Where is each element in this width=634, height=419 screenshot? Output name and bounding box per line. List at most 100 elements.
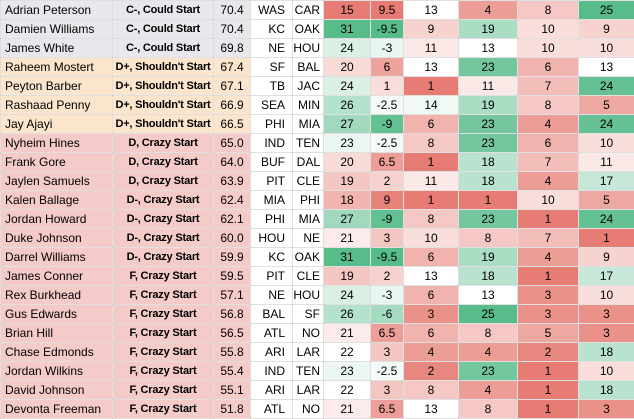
grade-cell[interactable]: F, Crazy Start [113, 381, 214, 400]
stat-cell[interactable]: 19 [324, 267, 371, 286]
stat-cell[interactable]: 25 [459, 305, 518, 324]
stat-cell[interactable]: 22 [324, 381, 371, 400]
player-name-cell[interactable]: Nyheim Hines [1, 134, 113, 153]
grade-cell[interactable]: F, Crazy Start [113, 400, 214, 419]
stat-cell[interactable]: 18 [324, 191, 371, 210]
player-name-cell[interactable]: Frank Gore [1, 153, 113, 172]
stat-cell[interactable]: 6.5 [371, 153, 404, 172]
team-cell[interactable]: HOU [251, 229, 293, 248]
grade-cell[interactable]: F, Crazy Start [113, 305, 214, 324]
opponent-cell[interactable]: HOU [293, 39, 324, 58]
team-cell[interactable]: NE [251, 286, 293, 305]
team-cell[interactable]: ATL [251, 324, 293, 343]
team-cell[interactable]: PIT [251, 172, 293, 191]
score-cell[interactable]: 62.4 [214, 191, 251, 210]
score-cell[interactable]: 66.9 [214, 96, 251, 115]
opponent-cell[interactable]: SF [293, 305, 324, 324]
stat-cell[interactable]: 2 [371, 267, 404, 286]
team-cell[interactable]: KC [251, 248, 293, 267]
grade-cell[interactable]: D-, Crazy Start [113, 191, 214, 210]
team-cell[interactable]: ATL [251, 400, 293, 419]
stat-cell[interactable]: 31 [324, 20, 371, 39]
stat-cell[interactable]: -3 [371, 39, 404, 58]
stat-cell[interactable]: 24 [324, 39, 371, 58]
stat-cell[interactable]: 10 [404, 229, 459, 248]
player-name-cell[interactable]: Rex Burkhead [1, 286, 113, 305]
opponent-cell[interactable]: PHI [293, 191, 324, 210]
team-cell[interactable]: BUF [251, 153, 293, 172]
grade-cell[interactable]: D, Crazy Start [113, 172, 214, 191]
opponent-cell[interactable]: CLE [293, 267, 324, 286]
opponent-cell[interactable]: OAK [293, 20, 324, 39]
opponent-cell[interactable]: CAR [293, 1, 324, 20]
stat-cell[interactable]: 24 [579, 77, 634, 96]
stat-cell[interactable]: -2.5 [371, 134, 404, 153]
player-name-cell[interactable]: Jordan Wilkins [1, 362, 113, 381]
stat-cell[interactable]: 4 [404, 343, 459, 362]
opponent-cell[interactable]: BAL [293, 58, 324, 77]
grade-cell[interactable]: D-, Crazy Start [113, 229, 214, 248]
grade-cell[interactable]: F, Crazy Start [113, 286, 214, 305]
stat-cell[interactable]: 6 [371, 58, 404, 77]
team-cell[interactable]: PIT [251, 267, 293, 286]
grade-cell[interactable]: D-, Crazy Start [113, 210, 214, 229]
stat-cell[interactable]: 8 [404, 210, 459, 229]
stat-cell[interactable]: 18 [459, 172, 518, 191]
team-cell[interactable]: PHI [251, 115, 293, 134]
stat-cell[interactable]: 19 [459, 96, 518, 115]
stat-cell[interactable]: 21 [324, 400, 371, 419]
stat-cell[interactable]: 18 [459, 153, 518, 172]
stat-cell[interactable]: -9 [371, 210, 404, 229]
stat-cell[interactable]: 24 [324, 77, 371, 96]
opponent-cell[interactable]: TEN [293, 362, 324, 381]
stat-cell[interactable]: 8 [459, 324, 518, 343]
stat-cell[interactable]: 23 [459, 115, 518, 134]
player-name-cell[interactable]: Jay Ajayi [1, 115, 113, 134]
grade-cell[interactable]: F, Crazy Start [113, 324, 214, 343]
player-name-cell[interactable]: Devonta Freeman [1, 400, 113, 419]
stat-cell[interactable]: 23 [459, 362, 518, 381]
opponent-cell[interactable]: JAC [293, 77, 324, 96]
stat-cell[interactable]: 1 [518, 362, 579, 381]
score-cell[interactable]: 55.4 [214, 362, 251, 381]
team-cell[interactable]: NE [251, 39, 293, 58]
stat-cell[interactable]: 10 [518, 20, 579, 39]
stat-cell[interactable]: -9.5 [371, 20, 404, 39]
score-cell[interactable]: 69.8 [214, 39, 251, 58]
stat-cell[interactable]: 27 [324, 115, 371, 134]
stat-cell[interactable]: 1 [404, 191, 459, 210]
stat-cell[interactable]: 4 [459, 1, 518, 20]
score-cell[interactable]: 59.9 [214, 248, 251, 267]
score-cell[interactable]: 51.8 [214, 400, 251, 419]
grade-cell[interactable]: D-, Crazy Start [113, 248, 214, 267]
stat-cell[interactable]: 3 [579, 324, 634, 343]
score-cell[interactable]: 56.5 [214, 324, 251, 343]
stat-cell[interactable]: 19 [459, 248, 518, 267]
opponent-cell[interactable]: MIN [293, 96, 324, 115]
opponent-cell[interactable]: NO [293, 400, 324, 419]
stat-cell[interactable]: 5 [579, 191, 634, 210]
team-cell[interactable]: IND [251, 134, 293, 153]
stat-cell[interactable]: 4 [518, 248, 579, 267]
score-cell[interactable]: 65.0 [214, 134, 251, 153]
stat-cell[interactable]: 22 [324, 343, 371, 362]
stat-cell[interactable]: -6 [371, 305, 404, 324]
stat-cell[interactable]: 24 [324, 286, 371, 305]
team-cell[interactable]: BAL [251, 305, 293, 324]
score-cell[interactable]: 64.0 [214, 153, 251, 172]
stat-cell[interactable]: 5 [579, 96, 634, 115]
stat-cell[interactable]: 31 [324, 248, 371, 267]
opponent-cell[interactable]: LAR [293, 343, 324, 362]
stat-cell[interactable]: 10 [579, 362, 634, 381]
grade-cell[interactable]: C-, Could Start [113, 1, 214, 20]
score-cell[interactable]: 60.0 [214, 229, 251, 248]
player-name-cell[interactable]: Jaylen Samuels [1, 172, 113, 191]
opponent-cell[interactable]: MIA [293, 210, 324, 229]
stat-cell[interactable]: 23 [459, 58, 518, 77]
stat-cell[interactable]: 3 [371, 229, 404, 248]
stat-cell[interactable]: 13 [459, 39, 518, 58]
stat-cell[interactable]: 13 [459, 286, 518, 305]
stat-cell[interactable]: 17 [579, 172, 634, 191]
stat-cell[interactable]: 18 [459, 267, 518, 286]
stat-cell[interactable]: 24 [579, 210, 634, 229]
